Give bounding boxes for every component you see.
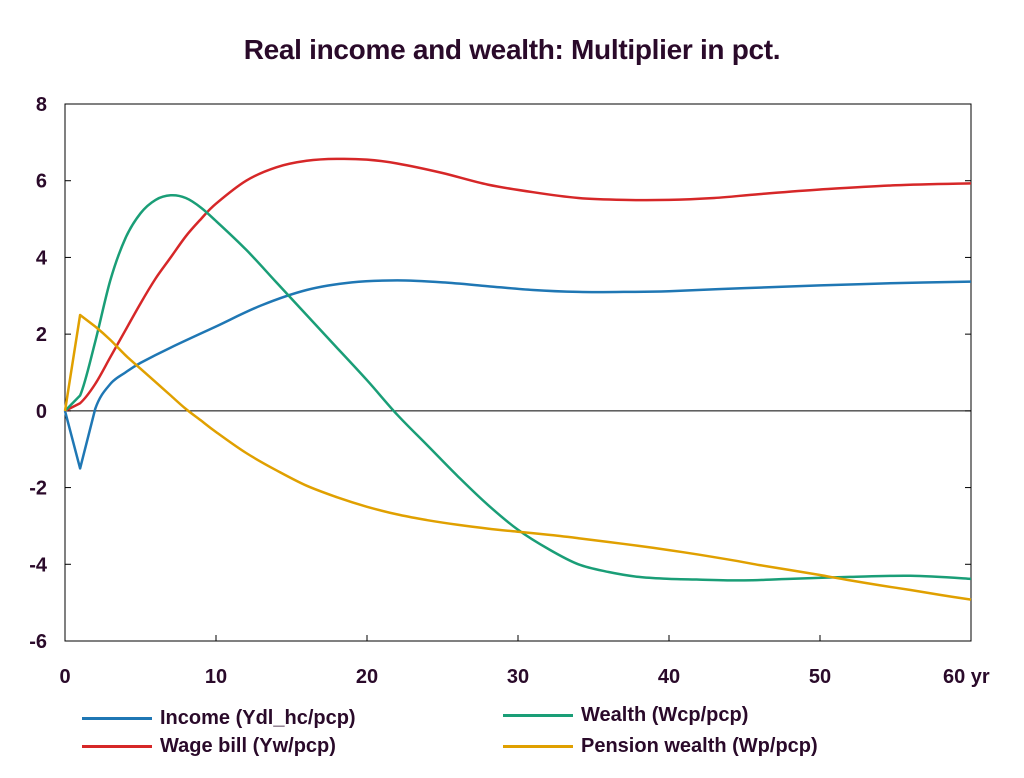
series-pension-wealth-line <box>63 313 972 601</box>
x-tick-label: 60 yr <box>943 666 990 688</box>
y-tick-label: 8 <box>36 94 47 116</box>
chart-title: Real income and wealth: Multiplier in pc… <box>243 34 781 65</box>
y-tick-label: 6 <box>36 171 47 193</box>
x-tick-label: 0 <box>59 666 70 688</box>
x-tick-label: 20 <box>356 666 378 688</box>
series-income-line <box>63 279 972 470</box>
y-tick-label: 0 <box>36 401 47 423</box>
y-tick-label: -4 <box>29 554 48 576</box>
y-tick-label: 2 <box>36 324 47 346</box>
series-wage-bill-line <box>64 157 972 413</box>
y-tick-label: 4 <box>36 247 48 269</box>
plot-frame <box>64 103 972 642</box>
y-tick-label: -6 <box>29 631 47 653</box>
series-layer <box>63 157 972 601</box>
x-tick-label: 50 <box>809 666 831 688</box>
axes-group: -6 -4 -2 0 2 4 6 8 0 10 20 30 40 50 60 yr <box>29 94 990 688</box>
series-wealth-line <box>64 193 972 582</box>
x-tick-label: 30 <box>507 666 529 688</box>
y-tick-label: -2 <box>29 478 47 500</box>
x-tick-label: 40 <box>658 666 680 688</box>
x-tick-label: 10 <box>205 666 227 688</box>
